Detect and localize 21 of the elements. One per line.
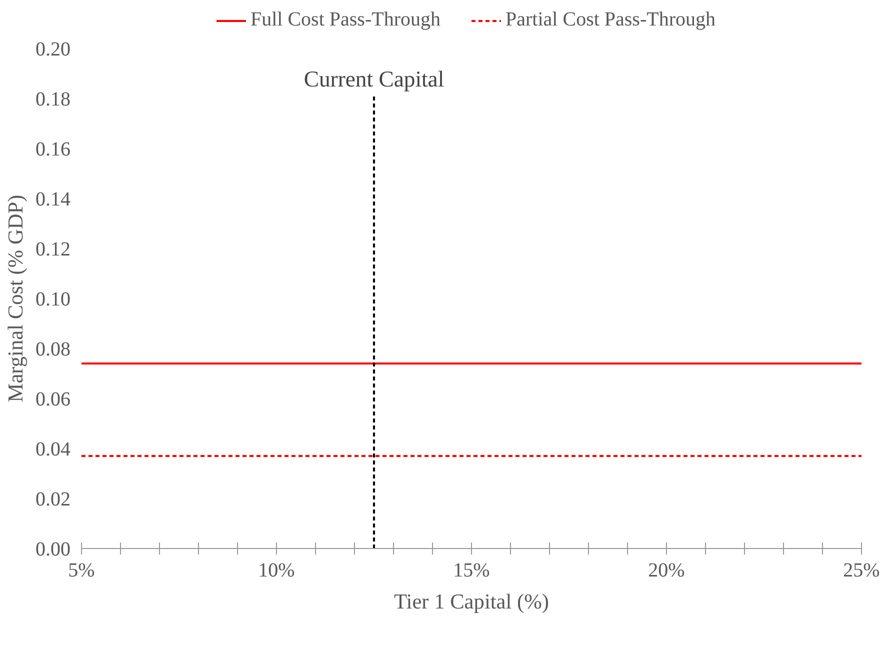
x-tick-label: 10% (258, 560, 295, 582)
x-axis-title: Tier 1 Capital (%) (394, 590, 550, 614)
legend-label: Partial Cost Pass-Through (506, 8, 716, 32)
y-tick-label: 0.14 (36, 188, 70, 210)
y-tick-label: 0.12 (36, 238, 70, 260)
y-tick-label: 0.20 (36, 38, 70, 60)
y-tick-label: 0.08 (36, 338, 70, 360)
y-tick-label: 0.06 (36, 388, 70, 410)
y-tick-label: 0.00 (36, 538, 70, 560)
x-tick-label: 5% (68, 560, 95, 582)
ref-line-label: Current Capital (304, 66, 444, 92)
x-tick-label: 25% (843, 560, 880, 582)
x-tick-label: 15% (453, 560, 490, 582)
y-tick-label: 0.04 (36, 438, 70, 460)
y-tick-label: 0.18 (36, 88, 70, 110)
y-tick-label: 0.02 (36, 488, 70, 510)
y-tick-label: 0.10 (36, 288, 70, 310)
y-axis-title: Marginal Cost (% GDP) (4, 194, 28, 402)
y-tick-label: 0.16 (36, 138, 70, 160)
legend-label: Full Cost Pass-Through (250, 8, 441, 32)
x-tick-label: 20% (648, 560, 685, 582)
